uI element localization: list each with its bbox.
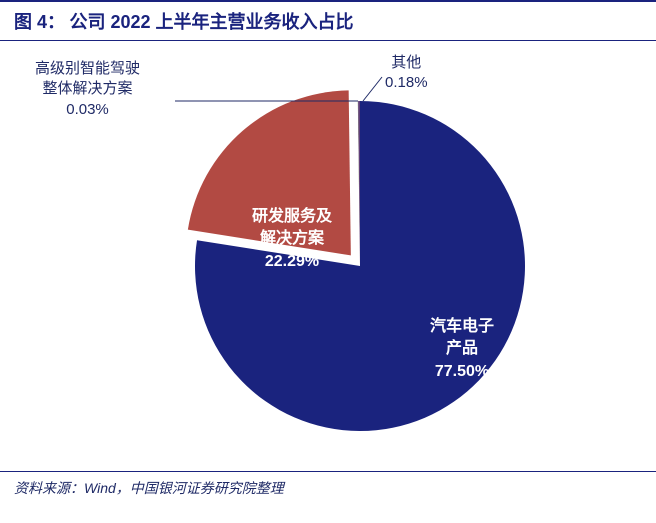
label-line: 22.29% bbox=[252, 251, 332, 273]
label-line: 高级别智能驾驶 bbox=[35, 59, 140, 79]
pie-chart: 汽车电子产品77.50% 研发服务及解决方案22.29% 高级别智能驾驶整体解决方案… bbox=[0, 41, 656, 471]
external-label: 高级别智能驾驶整体解决方案0.03% bbox=[35, 59, 140, 120]
label-line: 77.50% bbox=[430, 361, 494, 383]
label-line: 0.03% bbox=[35, 100, 140, 120]
label-line: 整体解决方案 bbox=[35, 79, 140, 99]
external-label: 其他0.18% bbox=[385, 53, 428, 94]
label-line: 汽车电子 bbox=[430, 316, 494, 338]
title-prefix: 图 4： bbox=[14, 12, 65, 32]
chart-title-bar: 图 4： 公司 2022 上半年主营业务收入占比 bbox=[0, 0, 656, 41]
label-line: 其他 bbox=[385, 53, 428, 73]
label-line: 研发服务及 bbox=[252, 206, 332, 228]
source-text: 资料来源：Wind，中国银河证券研究院整理 bbox=[0, 471, 656, 498]
leader-line bbox=[363, 77, 382, 101]
label-line: 0.18% bbox=[385, 73, 428, 93]
slice-label: 研发服务及解决方案22.29% bbox=[252, 206, 332, 273]
title-text: 公司 2022 上半年主营业务收入占比 bbox=[69, 12, 353, 32]
pie-slice bbox=[358, 101, 360, 266]
label-line: 产品 bbox=[430, 338, 494, 360]
label-line: 解决方案 bbox=[252, 228, 332, 250]
slice-label: 汽车电子产品77.50% bbox=[430, 316, 494, 383]
